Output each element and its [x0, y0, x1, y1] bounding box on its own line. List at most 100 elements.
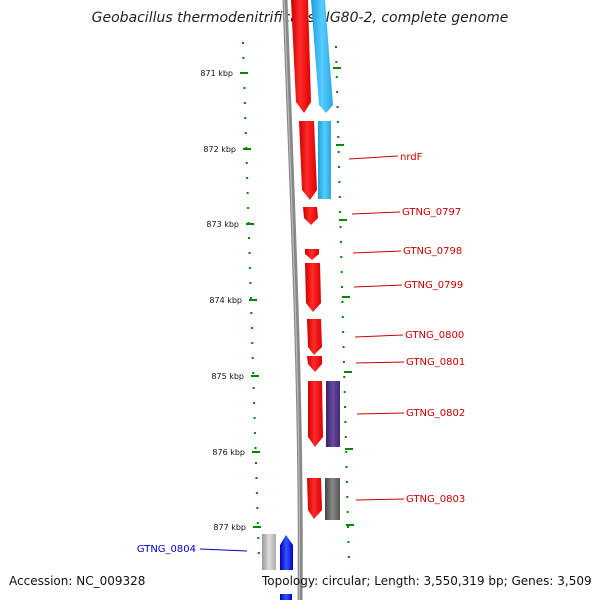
tick-label: 872 kbp — [203, 145, 236, 154]
tick-dot — [250, 312, 253, 314]
tick-label: 871 kbp — [200, 69, 233, 78]
tick-dot — [336, 121, 339, 123]
chromosome-backbone — [282, 0, 303, 600]
tick-dot — [249, 282, 252, 284]
tick-dot — [243, 102, 246, 104]
tick-dot — [254, 432, 257, 434]
tick-dot — [340, 271, 343, 273]
tick-dot — [342, 346, 345, 348]
tick-dot — [245, 162, 248, 164]
gene-label: GTNG_0799 — [404, 280, 463, 291]
tick-dot — [248, 237, 251, 239]
gene-arrow — [307, 478, 322, 519]
gene-block-blue — [280, 594, 292, 600]
gene-label: GTNG_0804 — [137, 544, 196, 555]
tick-dot — [341, 301, 344, 303]
right-ticks — [333, 67, 354, 526]
tick-dot — [335, 76, 338, 78]
tick-dot — [344, 406, 347, 408]
gene-arrow — [307, 356, 322, 372]
gene-label: GTNG_0803 — [406, 494, 465, 505]
gene-block-purple — [326, 381, 340, 447]
tick-dot — [340, 256, 343, 258]
tick-dot — [244, 117, 247, 119]
gene-block-gray — [325, 478, 340, 520]
right-tick-dots — [335, 46, 350, 558]
tick-dot — [250, 327, 253, 329]
gene-arrow — [299, 121, 317, 200]
tick-dot — [246, 177, 249, 179]
tick-dot — [257, 537, 260, 539]
forward-genes — [291, 0, 323, 519]
tick-label: 874 kbp — [209, 296, 242, 305]
left-genes — [262, 534, 293, 600]
gene-arrow — [305, 249, 319, 260]
tick-dot — [251, 342, 254, 344]
gene-block-cyan — [311, 0, 333, 113]
tick-dot — [256, 507, 259, 509]
tick-dot — [336, 91, 339, 93]
tick-dot — [347, 556, 350, 558]
tick-dot — [338, 166, 341, 168]
genome-summary-text: Topology: circular; Length: 3,550,319 bp… — [262, 574, 592, 588]
tick-dot — [343, 376, 346, 378]
gene-labels: nrdF GTNG_0797 GTNG_0798 GTNG_0799 GTNG_… — [137, 152, 465, 555]
gene-label: GTNG_0797 — [402, 207, 461, 218]
tick-dot — [339, 211, 342, 213]
tick-dot — [248, 267, 251, 269]
tick-dot — [342, 331, 345, 333]
gene-label: nrdF — [400, 152, 423, 163]
tick-dot — [255, 477, 258, 479]
gene-arrow — [305, 263, 321, 312]
tick-dot — [248, 252, 251, 254]
tick-dot — [242, 42, 244, 44]
tick-dot — [252, 387, 255, 389]
tick-dot — [347, 526, 350, 528]
scale-ticks: 871 kbp 872 kbp 873 kbp 874 kbp 875 kbp … — [200, 69, 261, 532]
tick-dot — [252, 372, 255, 374]
tick-dot — [244, 132, 247, 134]
tick-dot — [345, 466, 348, 468]
tick-dot — [346, 496, 349, 498]
tick-dot — [247, 207, 250, 209]
tick-dot — [255, 492, 258, 494]
gene-arrow-blue — [280, 535, 293, 570]
tick-dot — [337, 151, 340, 153]
tick-label: 875 kbp — [211, 372, 244, 381]
tick-dot — [336, 106, 339, 108]
tick-dot — [346, 511, 349, 513]
tick-dot — [249, 297, 252, 299]
tick-dot — [338, 181, 341, 183]
tick-dot — [341, 316, 344, 318]
tick-dot — [341, 286, 344, 288]
tick-dot — [344, 421, 347, 423]
tick-label: 873 kbp — [206, 220, 239, 229]
gene-label: GTNG_0800 — [405, 330, 464, 341]
label-leaders — [199, 155, 405, 552]
tick-dot — [337, 136, 340, 138]
tick-dot — [254, 447, 257, 449]
tick-dot — [246, 192, 249, 194]
tick-label: 877 kbp — [213, 523, 246, 532]
tick-dot — [338, 196, 341, 198]
tick-dot — [347, 541, 350, 543]
tick-dot — [343, 391, 346, 393]
tick-dot — [344, 436, 347, 438]
gene-arrow — [303, 207, 318, 225]
tick-dot — [256, 522, 259, 524]
tick-dot — [253, 402, 256, 404]
cog-track — [311, 0, 340, 520]
tick-dot — [345, 451, 348, 453]
gene-label: GTNG_0802 — [406, 408, 465, 419]
tick-dot — [257, 552, 260, 554]
tick-dot — [335, 61, 338, 63]
accession-text: Accession: NC_009328 — [9, 574, 146, 588]
gene-arrow — [291, 0, 311, 113]
tick-dot — [254, 462, 257, 464]
tick-dot — [335, 46, 337, 48]
tick-label: 876 kbp — [212, 448, 245, 457]
left-tick-dots — [242, 42, 260, 554]
tick-dot — [345, 481, 348, 483]
tick-dot — [342, 361, 345, 363]
